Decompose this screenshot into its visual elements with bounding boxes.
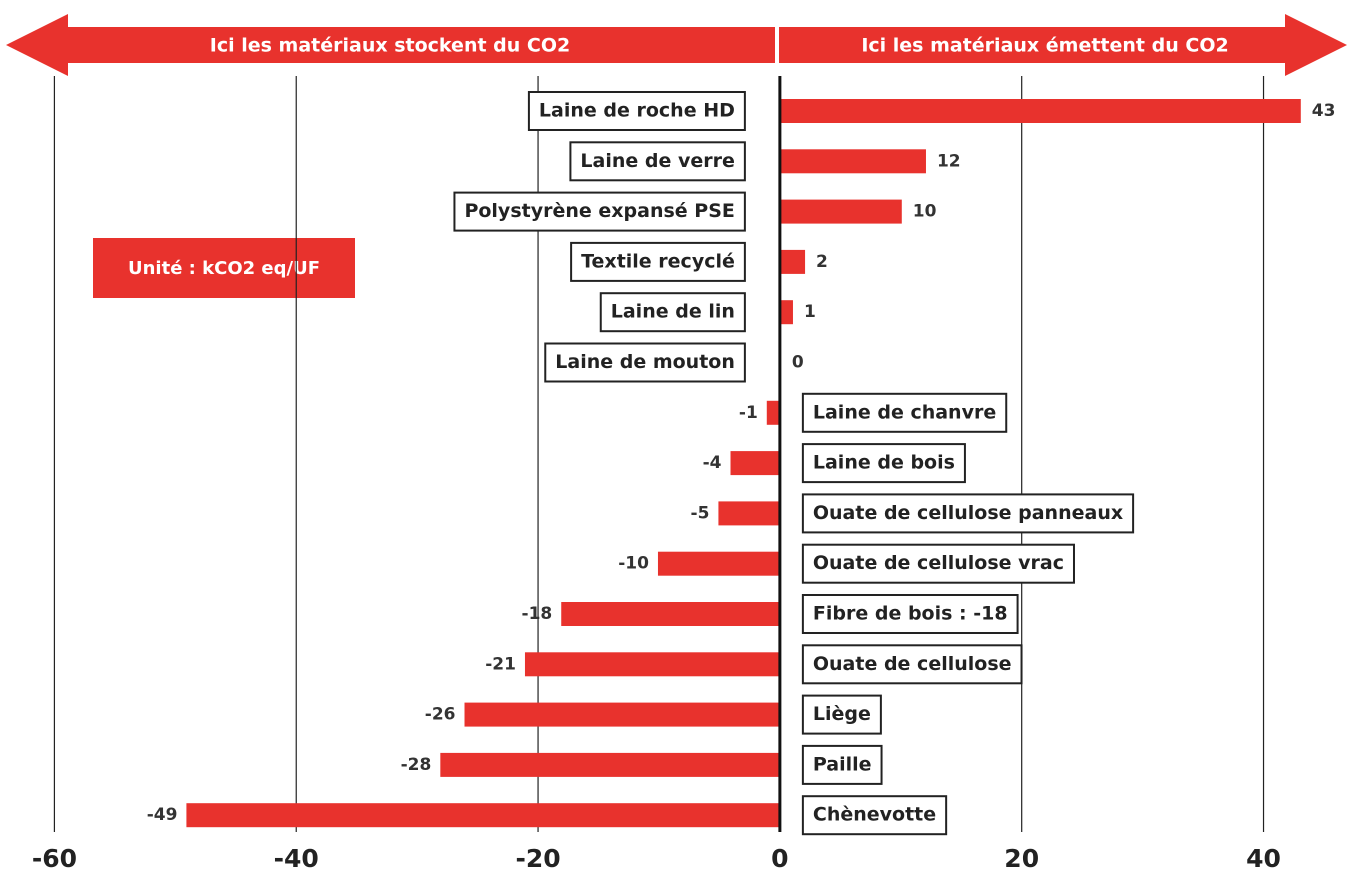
category-label: Ouate de cellulose	[813, 653, 1012, 675]
bar	[186, 803, 781, 828]
category-label: Laine de lin	[611, 301, 735, 323]
category-box	[801, 392, 1008, 433]
value-label: -21	[485, 654, 516, 674]
category-label: Ouate de cellulose panneaux	[813, 502, 1123, 524]
category-box	[801, 543, 1075, 584]
category-label: Textile recyclé	[581, 250, 735, 272]
x-tick-label: -40	[274, 844, 319, 873]
bar	[778, 99, 1301, 123]
category-box	[801, 694, 882, 735]
value-label: -49	[147, 805, 178, 825]
value-label: -18	[522, 604, 553, 624]
bar	[730, 451, 781, 476]
category-box	[570, 241, 746, 282]
bar	[778, 249, 806, 274]
category-box	[599, 292, 746, 333]
category-label: Laine de roche HD	[539, 100, 735, 122]
bar	[464, 702, 781, 727]
bar	[524, 652, 781, 677]
category-box	[801, 644, 1023, 685]
value-label: -1	[739, 403, 758, 423]
category-box	[801, 594, 1019, 634]
x-tick-label: -20	[515, 844, 560, 873]
bar	[766, 400, 781, 425]
value-label: -28	[401, 755, 432, 775]
value-label: -4	[703, 453, 722, 473]
category-label: Laine de chanvre	[813, 401, 996, 423]
unit-box	[93, 238, 355, 298]
bar	[561, 602, 781, 626]
bar	[778, 199, 902, 224]
x-tick-label: 0	[771, 844, 788, 873]
bar	[778, 149, 926, 174]
category-label: Fibre de bois : -18	[813, 603, 1008, 625]
bar	[778, 300, 793, 325]
category-label: Liège	[813, 703, 871, 725]
category-label: Chènevotte	[813, 804, 936, 826]
value-label: 0	[792, 353, 804, 373]
category-box	[801, 443, 966, 484]
category-label: Ouate de cellulose vrac	[813, 552, 1064, 574]
value-label: -10	[618, 554, 649, 574]
value-label: -5	[691, 503, 710, 523]
unit-text: Unité : kCO2 eq/UF	[128, 258, 320, 279]
category-box	[527, 91, 746, 131]
x-tick-label: -60	[32, 844, 77, 873]
x-tick-label: 20	[1004, 844, 1039, 873]
value-label: 2	[816, 252, 828, 272]
category-box	[801, 795, 948, 836]
category-label: Laine de mouton	[555, 351, 735, 373]
value-label: -26	[425, 705, 456, 725]
right-arrow	[779, 14, 1347, 76]
category-box	[569, 141, 746, 182]
value-label: 1	[804, 302, 816, 322]
value-label: 12	[937, 151, 961, 171]
value-label: 10	[913, 202, 937, 222]
right-arrow-text: Ici les matériaux émettent du CO2	[861, 35, 1228, 57]
category-label: Paille	[813, 753, 872, 775]
category-label: Polystyrène expansé PSE	[464, 200, 734, 222]
bar	[440, 752, 781, 777]
category-box	[801, 493, 1135, 534]
category-label: Laine de bois	[813, 452, 955, 474]
x-tick-label: 40	[1246, 844, 1281, 873]
category-label: Laine de verre	[580, 150, 734, 172]
left-arrow-text: Ici les matériaux stockent du CO2	[210, 35, 570, 57]
bar	[657, 551, 781, 576]
bar	[718, 501, 781, 526]
category-box	[453, 191, 746, 232]
category-box	[544, 342, 746, 383]
left-arrow	[6, 14, 775, 76]
category-box	[801, 744, 883, 785]
value-label: 43	[1312, 101, 1336, 121]
